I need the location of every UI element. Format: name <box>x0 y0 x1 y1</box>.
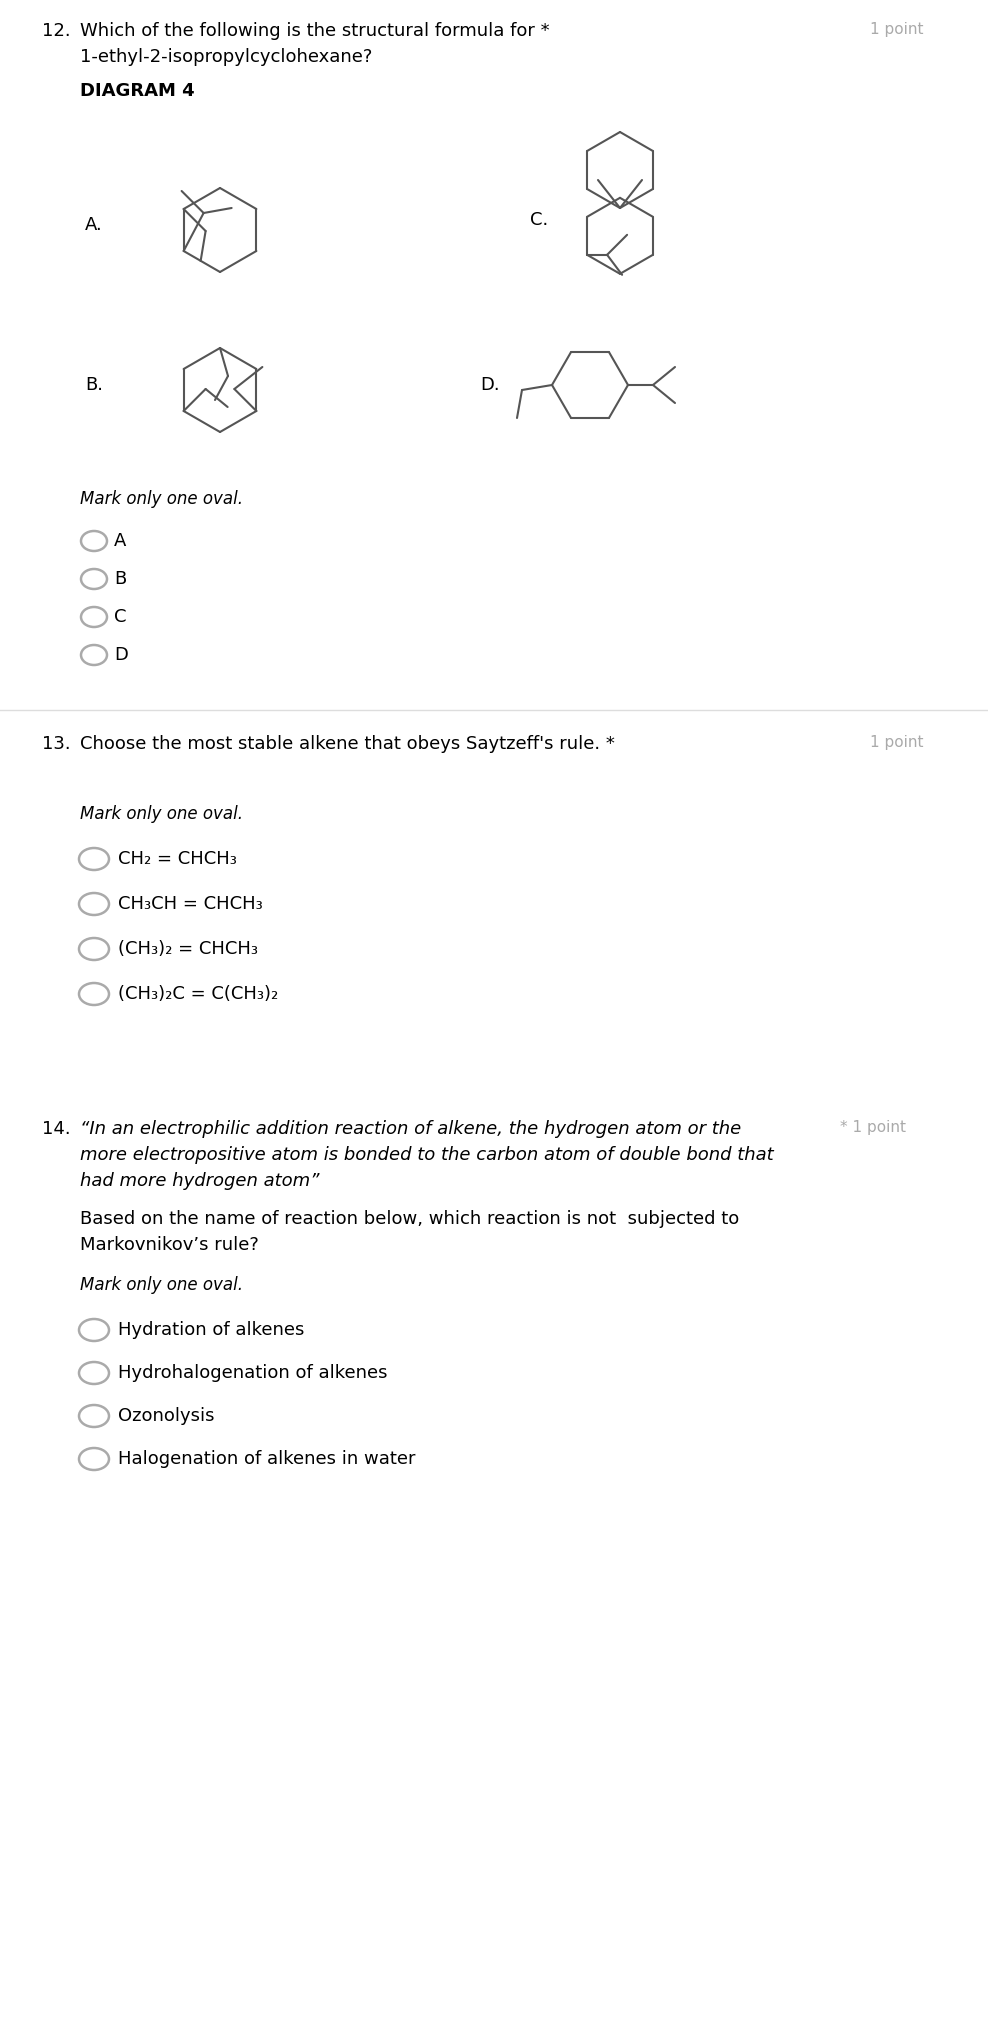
Text: more electropositive atom is bonded to the carbon atom of double bond that: more electropositive atom is bonded to t… <box>80 1146 774 1164</box>
Text: A.: A. <box>85 216 103 235</box>
Text: Halogenation of alkenes in water: Halogenation of alkenes in water <box>118 1450 416 1468</box>
Text: Markovnikov’s rule?: Markovnikov’s rule? <box>80 1235 259 1254</box>
Text: Mark only one oval.: Mark only one oval. <box>80 490 243 508</box>
Text: Choose the most stable alkene that obeys Saytzeff's rule. *: Choose the most stable alkene that obeys… <box>80 735 615 753</box>
Text: D.: D. <box>480 376 500 394</box>
Text: (CH₃)₂ = CHCH₃: (CH₃)₂ = CHCH₃ <box>118 939 258 958</box>
Text: Ozonolysis: Ozonolysis <box>118 1407 214 1425</box>
Text: B.: B. <box>85 376 103 394</box>
Text: DIAGRAM 4: DIAGRAM 4 <box>80 82 195 100</box>
Text: 14.: 14. <box>42 1119 70 1137</box>
Text: * 1 point: * 1 point <box>840 1119 906 1135</box>
Text: Based on the name of reaction below, which reaction is not  subjected to: Based on the name of reaction below, whi… <box>80 1211 739 1227</box>
Text: C: C <box>114 609 126 627</box>
Text: Which of the following is the structural formula for *: Which of the following is the structural… <box>80 22 549 41</box>
Text: 1 point: 1 point <box>870 735 924 749</box>
Text: CH₃CH = CHCH₃: CH₃CH = CHCH₃ <box>118 894 263 913</box>
Text: (CH₃)₂C = C(CH₃)₂: (CH₃)₂C = C(CH₃)₂ <box>118 984 279 1003</box>
Text: C.: C. <box>530 210 548 229</box>
Text: D: D <box>114 645 127 664</box>
Text: 13.: 13. <box>42 735 70 753</box>
Text: 1-ethyl-2-isopropylcyclohexane?: 1-ethyl-2-isopropylcyclohexane? <box>80 49 372 65</box>
Text: CH₂ = CHCH₃: CH₂ = CHCH₃ <box>118 849 237 868</box>
Text: Mark only one oval.: Mark only one oval. <box>80 805 243 823</box>
Text: had more hydrogen atom”: had more hydrogen atom” <box>80 1172 319 1190</box>
Text: Mark only one oval.: Mark only one oval. <box>80 1276 243 1295</box>
Text: 1 point: 1 point <box>870 22 924 37</box>
Text: Hydration of alkenes: Hydration of alkenes <box>118 1321 304 1340</box>
Text: 12.: 12. <box>42 22 70 41</box>
Text: B: B <box>114 570 126 588</box>
Text: A: A <box>114 533 126 549</box>
Text: “In an electrophilic addition reaction of alkene, the hydrogen atom or the: “In an electrophilic addition reaction o… <box>80 1119 741 1137</box>
Text: Hydrohalogenation of alkenes: Hydrohalogenation of alkenes <box>118 1364 387 1382</box>
